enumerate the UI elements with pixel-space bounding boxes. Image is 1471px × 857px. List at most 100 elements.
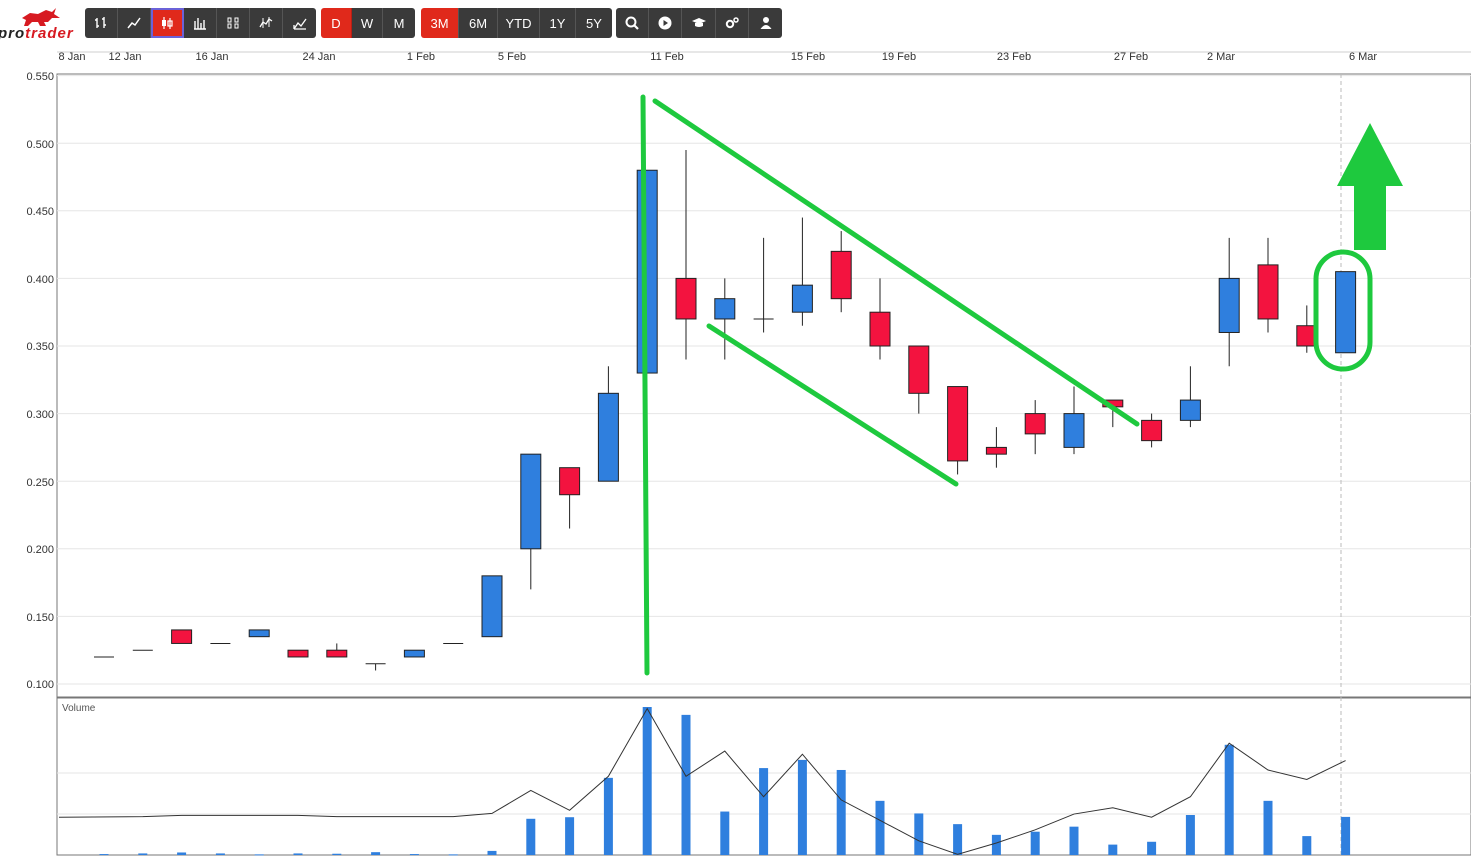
candle-body bbox=[791, 284, 813, 313]
candle-body bbox=[171, 629, 193, 644]
up-arrow-annotation bbox=[1337, 123, 1403, 250]
step-line-button[interactable] bbox=[250, 8, 283, 38]
heikin-ashi-button[interactable] bbox=[217, 8, 250, 38]
candle-body bbox=[1063, 413, 1085, 448]
volume-bar bbox=[875, 800, 885, 855]
x-tick-label: 12 Jan bbox=[108, 51, 141, 63]
candlestick-icon bbox=[162, 17, 173, 29]
settings-icon bbox=[725, 17, 739, 29]
x-tick-label: 8 Jan bbox=[59, 51, 86, 63]
candle-body bbox=[1335, 271, 1357, 354]
lower-trendline-annotation bbox=[706, 323, 959, 487]
chart-type-toolbar bbox=[85, 8, 316, 38]
volume-bar bbox=[759, 768, 769, 855]
volume-bar bbox=[215, 853, 225, 855]
candle-body bbox=[830, 250, 852, 300]
volume-bar bbox=[1030, 831, 1040, 855]
range-5y-button[interactable]: 5Y bbox=[576, 8, 612, 38]
price-pane-border bbox=[56, 73, 1471, 698]
volume-bar bbox=[487, 850, 497, 855]
ohlc-button[interactable] bbox=[85, 8, 118, 38]
line-chart-button[interactable] bbox=[118, 8, 151, 38]
x-tick-label: 16 Jan bbox=[195, 51, 228, 63]
line-chart-icon bbox=[127, 17, 141, 29]
volume-bar bbox=[332, 853, 342, 855]
play-icon bbox=[658, 16, 672, 30]
candle-body bbox=[714, 298, 736, 320]
volume-average-line bbox=[58, 707, 1346, 855]
y-tick-label: 0.350 bbox=[26, 341, 54, 353]
x-tick-label: 11 Feb bbox=[650, 51, 683, 63]
interval-monthly-button[interactable]: M bbox=[383, 8, 415, 38]
x-tick-label: 27 Feb bbox=[1114, 51, 1148, 63]
bar-chart-button[interactable] bbox=[184, 8, 217, 38]
volume-bar bbox=[565, 817, 575, 855]
volume-bar bbox=[371, 852, 381, 855]
y-tick-label: 0.200 bbox=[26, 544, 54, 556]
candle-body bbox=[403, 649, 425, 658]
mountain-chart-button[interactable] bbox=[283, 8, 316, 38]
y-axis: 0.550 0.500 0.450 0.400 0.350 0.300 0.25… bbox=[26, 71, 54, 691]
search-button[interactable] bbox=[616, 8, 649, 38]
candle-body bbox=[985, 446, 1007, 455]
mountain-chart-icon bbox=[292, 18, 307, 30]
candle-body bbox=[597, 392, 619, 482]
ohlc-icon bbox=[95, 17, 106, 28]
candle-body bbox=[947, 386, 969, 462]
volume-bar bbox=[797, 759, 807, 855]
range-1y-button[interactable]: 1Y bbox=[540, 8, 576, 38]
range-ytd-button[interactable]: YTD bbox=[498, 8, 540, 38]
interval-weekly-button[interactable]: W bbox=[352, 8, 383, 38]
volume-bar bbox=[1108, 844, 1118, 855]
volume-bar bbox=[1147, 841, 1157, 855]
volume-bar bbox=[681, 714, 691, 855]
search-icon bbox=[625, 16, 639, 30]
candlestick-button[interactable] bbox=[151, 8, 184, 38]
range-toolbar: 3M 6M YTD 1Y 5Y bbox=[421, 8, 612, 38]
volume-bar bbox=[177, 852, 187, 855]
x-tick-label: 23 Feb bbox=[997, 51, 1031, 63]
settings-button[interactable] bbox=[716, 8, 749, 38]
flagpole-annotation bbox=[640, 94, 650, 676]
y-tick-label: 0.300 bbox=[26, 409, 54, 421]
candle-body bbox=[326, 649, 348, 658]
volume-bar bbox=[138, 853, 148, 855]
user-icon bbox=[760, 17, 771, 29]
x-axis: 8 Jan 12 Jan 16 Jan 24 Jan 1 Feb 5 Feb 1… bbox=[59, 51, 1378, 63]
highlight-ellipse-annotation bbox=[1313, 249, 1373, 372]
y-tick-label: 0.500 bbox=[26, 139, 54, 151]
volume-bar bbox=[293, 853, 303, 855]
y-tick-label: 0.100 bbox=[26, 679, 54, 691]
user-button[interactable] bbox=[749, 8, 782, 38]
education-button[interactable] bbox=[682, 8, 716, 38]
x-tick-label: 6 Mar bbox=[1349, 51, 1377, 63]
candle-body bbox=[1218, 277, 1240, 333]
y-tick-label: 0.450 bbox=[26, 206, 54, 218]
candle-body bbox=[559, 467, 581, 496]
play-button[interactable] bbox=[649, 8, 682, 38]
volume-bar bbox=[603, 777, 613, 855]
volume-bar bbox=[526, 818, 536, 855]
upper-trendline-annotation bbox=[652, 98, 1140, 427]
y-tick-label: 0.250 bbox=[26, 477, 54, 489]
interval-daily-button[interactable]: D bbox=[321, 8, 352, 38]
candle-body bbox=[481, 575, 503, 638]
x-tick-label: 2 Mar bbox=[1207, 51, 1235, 63]
range-3m-button[interactable]: 3M bbox=[421, 8, 459, 38]
brand-wordmark: protrader bbox=[0, 25, 74, 42]
y-tick-label: 0.400 bbox=[26, 274, 54, 286]
tools-toolbar bbox=[616, 8, 782, 38]
range-6m-button[interactable]: 6M bbox=[459, 8, 498, 38]
candle-body bbox=[287, 649, 309, 658]
graduation-cap-icon bbox=[691, 18, 706, 27]
volume-bar bbox=[836, 769, 846, 855]
candle-body bbox=[248, 629, 270, 638]
volume-bar bbox=[254, 854, 264, 856]
volume-bar bbox=[914, 813, 924, 855]
volume-bar bbox=[720, 811, 730, 855]
brand-logo[interactable]: protrader bbox=[0, 0, 80, 44]
bar-chart-icon bbox=[194, 18, 206, 30]
candle-body bbox=[908, 345, 930, 394]
volume-bar bbox=[642, 707, 652, 855]
